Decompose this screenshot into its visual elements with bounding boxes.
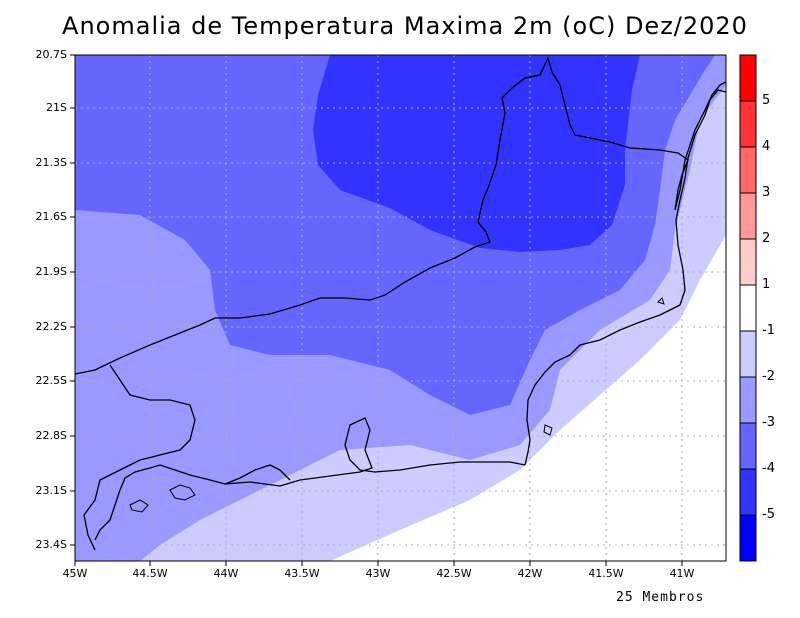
lon-label-43w: 43W [365, 567, 391, 580]
state-borders [75, 56, 726, 551]
mg-rj-border [75, 56, 689, 375]
anomaly-band-minus4 [313, 55, 640, 252]
lon-label-44-5w: 44.5W [132, 567, 168, 580]
lon-label-42-5w: 42.5W [436, 567, 472, 580]
lat-label-21-3s: 21.3S [35, 156, 67, 169]
lat-label-23-4s: 23.4S [35, 538, 67, 551]
lon-label-41w: 41W [669, 567, 695, 580]
lat-label-21-6s: 21.6S [35, 210, 67, 223]
sp-rj-border [83, 364, 196, 551]
colorbar-label-minus5: -5 [762, 507, 775, 522]
coast-south [224, 417, 526, 487]
lon-label-41-5w: 41.5W [588, 567, 624, 580]
map-title: Anomalia de Temperatura Maxima 2m (oC) D… [62, 12, 748, 40]
colorbar [739, 54, 757, 562]
axis-ticks [70, 54, 683, 566]
colorbar-label-3: 3 [762, 185, 771, 200]
lon-label-45w: 45W [62, 567, 88, 580]
lon-label-42w: 42W [517, 567, 543, 580]
colorbar-label-minus3: -3 [762, 415, 775, 430]
colorbar-label-1: 1 [762, 277, 771, 292]
es-border [674, 81, 726, 211]
members-footer: 25 Membros [616, 590, 705, 605]
colorbar-label-4: 4 [762, 139, 771, 154]
lat-label-20-7s: 20.7S [35, 48, 67, 61]
colorbar-label-2: 2 [762, 231, 771, 246]
lat-label-21-9s: 21.9S [35, 265, 67, 278]
lat-label-23-1s: 23.1S [35, 484, 67, 497]
coast-north [524, 89, 726, 466]
lat-label-21s: 21S [46, 101, 67, 114]
plot-frame [74, 54, 727, 562]
islands [129, 297, 665, 513]
colorbar-label-minus4: -4 [762, 461, 775, 476]
lat-label-22-5s: 22.5S [35, 374, 67, 387]
lat-label-22-2s: 22.2S [35, 320, 67, 333]
lat-label-22-8s: 22.8S [35, 429, 67, 442]
lon-label-43-5w: 43.5W [284, 567, 320, 580]
coast-bays [94, 464, 226, 541]
grid-lines [75, 55, 726, 561]
lon-label-44w: 44W [213, 567, 239, 580]
colorbar-label-minus1: -1 [762, 323, 775, 338]
colorbar-label-minus2: -2 [762, 369, 775, 384]
colorbar-label-5: 5 [762, 93, 771, 108]
